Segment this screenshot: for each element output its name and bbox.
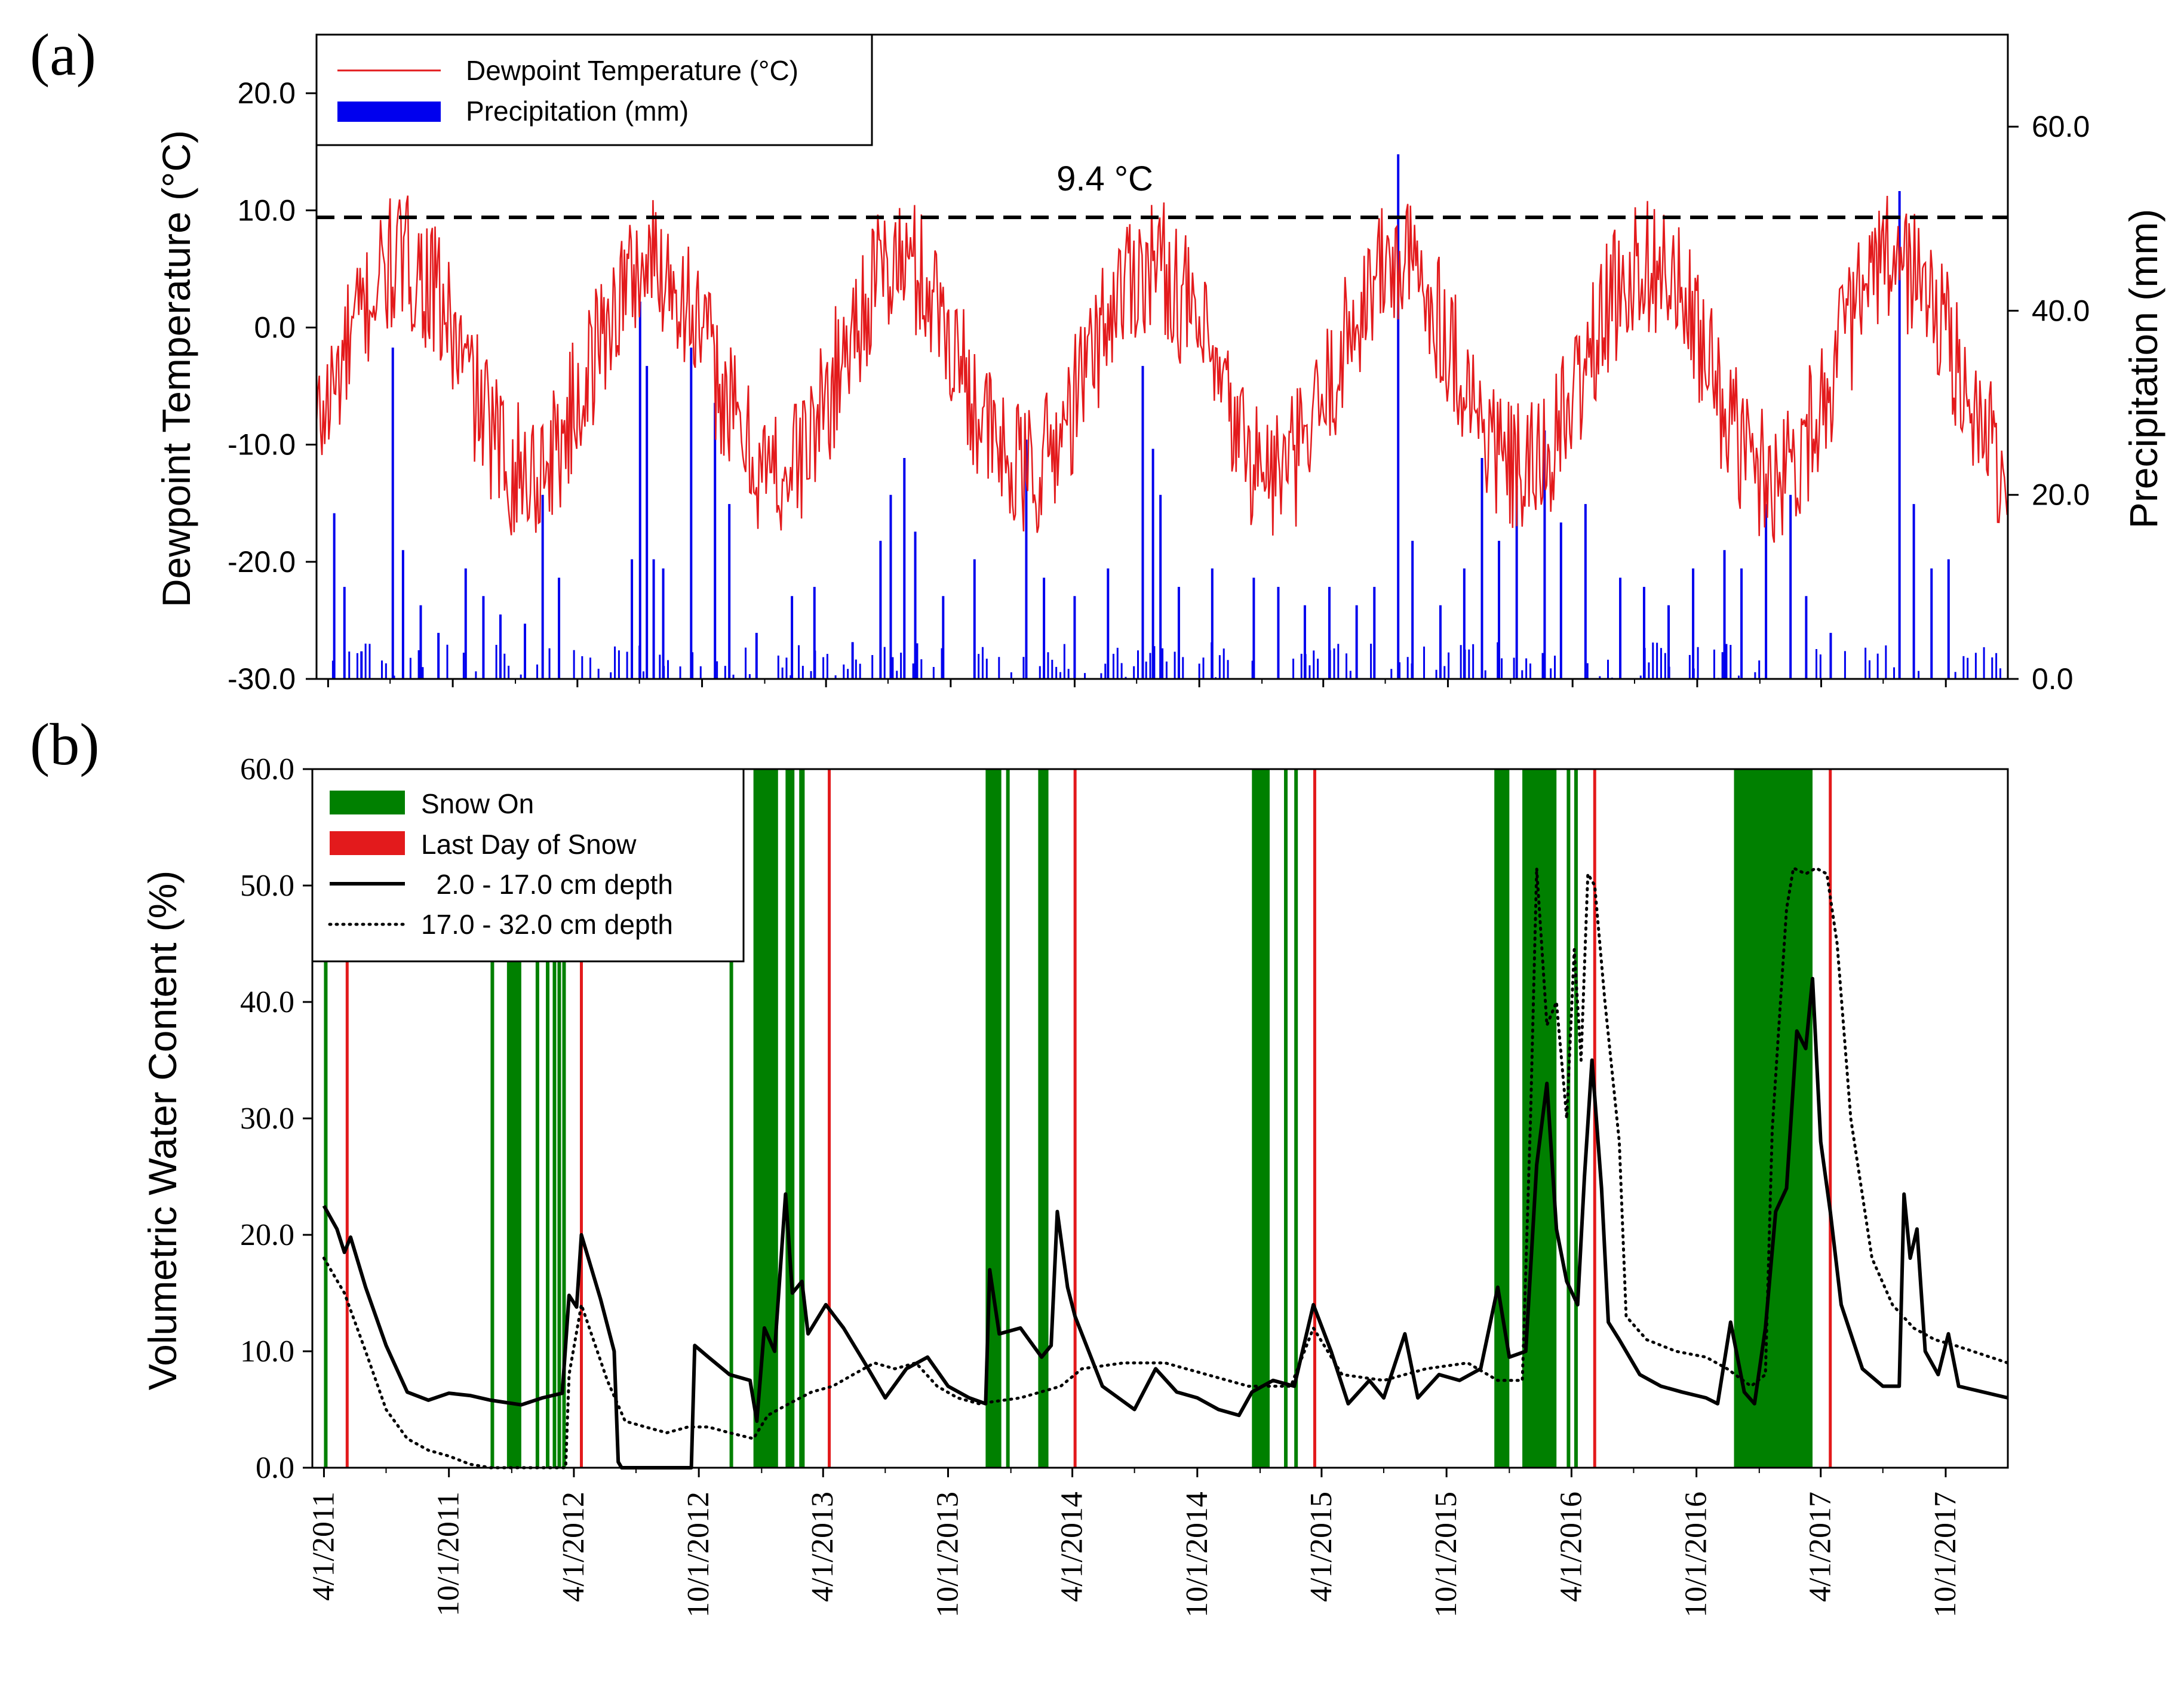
panel-b-y-axis-title: Volumetric Water Content (%) [140,871,185,1391]
x-tick-label: 10/1/2014 [1180,1492,1214,1618]
panel-label-a: (a) [30,21,96,88]
x-tick-label: 4/1/2017 [1804,1492,1838,1602]
left-y-tick-label: 20.0 [238,76,296,110]
legend-label-snow-on: Snow On [421,788,534,819]
panel-b-axes: 0.0 10.0 20.0 30.0 40.0 50.0 60.0 4/1/2011 10/1/… [240,752,1962,1618]
right-y-tick-label: 20.0 [2032,478,2090,512]
snow-on-band [562,955,566,1468]
snow-on-band [552,955,557,1468]
y-tick-label: 20.0 [240,1218,294,1252]
y-tick-label: 40.0 [240,985,294,1019]
legend-label-deep: 17.0 - 32.0 cm depth [421,909,673,940]
x-tick-label: 10/1/2015 [1429,1492,1463,1618]
snow-on-band [1574,769,1578,1468]
panel-a-right-axis-title: Precipitation (mm) [2121,209,2165,528]
snow-on-band [1252,769,1270,1468]
panel-a-axes: -30.0 -20.0 -10.0 0.0 10.0 20.0 0.0 20.0 40.0 60.… [228,76,2090,696]
panel-b-chart: 0.0 10.0 20.0 30.0 40.0 50.0 60.0 4/1/2011 10/1/… [140,752,2010,1618]
left-y-tick-label: -10.0 [228,428,296,462]
y-tick-label: 10.0 [240,1335,294,1369]
legend-label-shallow: 2.0 - 17.0 cm depth [421,869,673,900]
left-y-tick-label: -30.0 [228,662,296,696]
x-tick-label: 10/1/2017 [1928,1492,1962,1618]
snow-on-band [557,955,561,1468]
snow-on-band [753,769,778,1468]
legend-swatch-last-day [330,831,405,855]
panel-a-chart: -30.0 -20.0 -10.0 0.0 10.0 20.0 0.0 20.0 40.0 60.… [154,33,2165,696]
y-tick-label: 0.0 [256,1451,294,1485]
snow-on-band [785,769,795,1468]
snow-on-band [546,955,550,1468]
snow-on-band [535,955,539,1468]
legend-label-last-day: Last Day of Snow [421,829,637,860]
right-y-tick-label: 60.0 [2032,110,2090,143]
snow-on-band [1734,769,1813,1468]
dewpoint-series-line [315,195,2008,543]
x-tick-label: 4/1/2015 [1304,1492,1338,1602]
y-tick-label: 50.0 [240,869,294,903]
x-tick-label: 4/1/2016 [1554,1492,1588,1602]
y-tick-label: 60.0 [240,752,294,786]
y-tick-label: 30.0 [240,1102,294,1136]
snow-on-band [1566,769,1571,1468]
reference-line-label: 9.4 °C [1056,159,1153,198]
snow-on-band [799,769,805,1468]
x-tick-label: 10/1/2012 [681,1492,715,1618]
panel-a-legend-box [315,33,873,146]
x-tick-label: 10/1/2011 [432,1492,466,1616]
x-tick-label: 4/1/2011 [306,1492,340,1601]
x-tick-label: 4/1/2013 [806,1492,840,1602]
left-y-tick-label: -20.0 [228,545,296,579]
snow-on-band [1294,769,1298,1468]
snow-on-band [1522,769,1557,1468]
panel-b-legend: Snow On Last Day of Snow 2.0 - 17.0 cm d… [311,768,745,963]
right-y-tick-label: 40.0 [2032,294,2090,327]
panel-a-left-axis-title: Dewpoint Temperature (°C) [154,130,198,607]
water-content-series [322,866,2010,1470]
snow-on-band [1006,769,1010,1468]
x-tick-label: 10/1/2016 [1679,1492,1713,1618]
panel-a-plot-frame [315,33,2009,680]
deep-depth-series-line [322,866,2010,1470]
dewpoint-line [315,195,2008,543]
snow-on-band [1284,769,1288,1468]
precipitation-bars [315,154,2001,679]
x-tick-label: 4/1/2014 [1055,1492,1089,1602]
shallow-depth-series-line [322,977,2008,1470]
panel-label-b: (b) [30,711,100,777]
legend-swatch-snow-on [330,791,405,814]
snow-on-band [490,955,494,1468]
x-tick-label: 10/1/2013 [930,1492,964,1618]
snow-on-band [729,955,733,1468]
right-y-tick-label: 0.0 [2032,662,2074,696]
legend-label-precipitation: Precipitation (mm) [466,96,689,127]
snow-on-band [1494,769,1510,1468]
snow-on-band [506,955,521,1468]
left-y-tick-label: 10.0 [238,193,296,227]
panel-a-legend: Dewpoint Temperature (°C) Precipitation … [315,33,873,146]
legend-swatch-precipitation [337,102,441,122]
legend-label-dewpoint: Dewpoint Temperature (°C) [466,55,798,86]
left-y-tick-label: 0.0 [254,311,296,344]
x-tick-label: 4/1/2012 [557,1492,591,1602]
snow-on-band [1038,769,1049,1468]
